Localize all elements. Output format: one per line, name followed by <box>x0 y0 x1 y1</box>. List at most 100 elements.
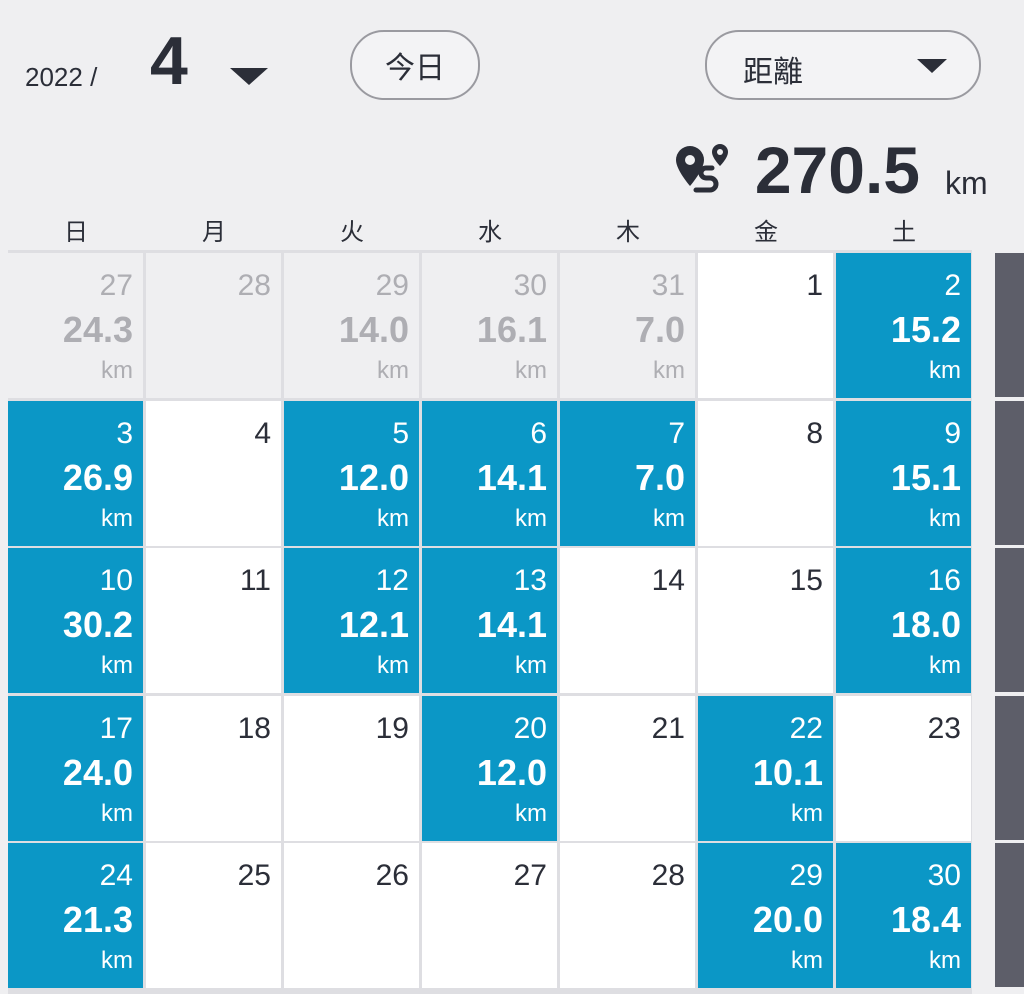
day-cell[interactable]: 28 <box>146 253 281 398</box>
day-cell[interactable]: 25 <box>146 843 281 988</box>
distance-unit: km <box>101 947 133 974</box>
week-summary-tab[interactable] <box>995 843 1024 987</box>
day-number: 28 <box>237 269 271 302</box>
day-number: 15 <box>789 564 823 597</box>
day-number: 25 <box>237 859 271 892</box>
weekday-label: 金 <box>754 219 778 246</box>
weekday-label: 水 <box>478 219 502 246</box>
day-cell[interactable]: 19 <box>284 695 419 841</box>
day-cell[interactable]: 17 24.0 km <box>8 695 143 841</box>
day-number: 7 <box>668 416 685 450</box>
day-cell[interactable]: 5 12.0 km <box>284 400 419 546</box>
day-number: 27 <box>99 269 133 302</box>
day-cell[interactable]: 14 <box>560 548 695 693</box>
distance-unit: km <box>515 799 547 827</box>
day-number: 20 <box>513 711 547 745</box>
weekday-label: 木 <box>616 219 640 246</box>
day-distance: 15.2 <box>890 309 961 350</box>
day-number: 5 <box>392 416 409 450</box>
day-cell[interactable]: 15 <box>698 548 833 693</box>
day-distance: 26.9 <box>62 456 133 498</box>
day-cell[interactable]: 21 <box>560 695 695 841</box>
day-number: 1 <box>806 269 823 302</box>
calendar-grid: 27 24.3 km 28 29 14.0 km 30 16.1 km 31 7.0 km 1 2 15.2 k… <box>8 250 972 994</box>
distance-unit: km <box>791 799 823 827</box>
day-cell[interactable]: 13 14.1 km <box>422 548 557 693</box>
day-cell[interactable]: 22 10.1 km <box>698 695 833 841</box>
day-cell[interactable]: 6 14.1 km <box>422 400 557 546</box>
day-cell[interactable]: 27 <box>422 843 557 988</box>
day-cell[interactable]: 1 <box>698 253 833 398</box>
day-number: 2 <box>944 269 961 302</box>
day-number: 9 <box>944 416 961 450</box>
day-cell[interactable]: 30 18.4 km <box>836 843 971 988</box>
day-distance: 7.0 <box>634 309 685 350</box>
week-summary-tab[interactable] <box>995 695 1024 840</box>
day-cell[interactable]: 2 15.2 km <box>836 253 971 398</box>
distance-unit: km <box>377 652 409 679</box>
distance-unit: km <box>101 652 133 679</box>
week-summary-tab[interactable] <box>995 253 1024 397</box>
day-number: 24 <box>99 859 133 892</box>
day-cell[interactable]: 11 <box>146 548 281 693</box>
day-number: 21 <box>651 711 685 745</box>
day-distance: 12.0 <box>476 751 547 793</box>
distance-unit: km <box>101 357 133 384</box>
day-distance: 14.1 <box>476 604 547 645</box>
day-number: 29 <box>789 859 823 892</box>
day-cell[interactable]: 30 16.1 km <box>422 253 557 398</box>
total-unit: km <box>945 165 988 201</box>
day-distance: 30.2 <box>62 604 133 645</box>
month-dropdown-caret[interactable] <box>230 68 268 85</box>
day-cell[interactable]: 8 <box>698 400 833 546</box>
distance-unit: km <box>101 504 133 532</box>
day-distance: 18.4 <box>890 899 961 940</box>
day-cell[interactable]: 3 26.9 km <box>8 400 143 546</box>
day-number: 31 <box>651 269 685 302</box>
distance-unit: km <box>101 799 133 827</box>
day-distance: 7.0 <box>634 456 685 498</box>
day-cell[interactable]: 4 <box>146 400 281 546</box>
day-number: 18 <box>237 711 271 745</box>
day-number: 29 <box>375 269 409 302</box>
day-cell[interactable]: 20 12.0 km <box>422 695 557 841</box>
day-number: 23 <box>927 711 961 745</box>
day-distance: 15.1 <box>890 456 961 498</box>
day-cell[interactable]: 18 <box>146 695 281 841</box>
day-cell[interactable]: 29 20.0 km <box>698 843 833 988</box>
metric-label: 距離 <box>743 56 803 89</box>
month-label[interactable]: 4 <box>150 23 188 99</box>
day-number: 22 <box>789 711 823 745</box>
day-distance: 21.3 <box>62 899 133 940</box>
distance-unit: km <box>515 357 547 384</box>
week-summary-tab[interactable] <box>995 400 1024 545</box>
day-cell[interactable]: 31 7.0 km <box>560 253 695 398</box>
today-button[interactable]: 今日 <box>350 30 480 100</box>
day-cell[interactable]: 29 14.0 km <box>284 253 419 398</box>
distance-unit: km <box>377 504 409 532</box>
day-cell[interactable]: 9 15.1 km <box>836 400 971 546</box>
day-cell[interactable]: 7 7.0 km <box>560 400 695 546</box>
week-summary-tab[interactable] <box>995 548 1024 692</box>
metric-dropdown[interactable]: 距離 <box>705 30 981 100</box>
day-number: 27 <box>513 859 547 892</box>
day-cell[interactable]: 28 <box>560 843 695 988</box>
day-distance: 24.3 <box>62 309 133 350</box>
day-cell[interactable]: 24 21.3 km <box>8 843 143 988</box>
day-number: 14 <box>651 564 685 597</box>
day-distance: 24.0 <box>62 751 133 793</box>
day-cell[interactable]: 26 <box>284 843 419 988</box>
weekday-label: 土 <box>892 219 916 246</box>
distance-unit: km <box>929 357 961 384</box>
day-cell[interactable]: 23 <box>836 695 971 841</box>
day-number: 28 <box>651 859 685 892</box>
distance-unit: km <box>515 504 547 532</box>
day-cell[interactable]: 10 30.2 km <box>8 548 143 693</box>
day-number: 8 <box>806 416 823 450</box>
day-cell[interactable]: 12 12.1 km <box>284 548 419 693</box>
day-number: 26 <box>375 859 409 892</box>
day-cell[interactable]: 27 24.3 km <box>8 253 143 398</box>
day-cell[interactable]: 16 18.0 km <box>836 548 971 693</box>
day-number: 19 <box>375 711 409 745</box>
day-number: 4 <box>254 416 271 450</box>
